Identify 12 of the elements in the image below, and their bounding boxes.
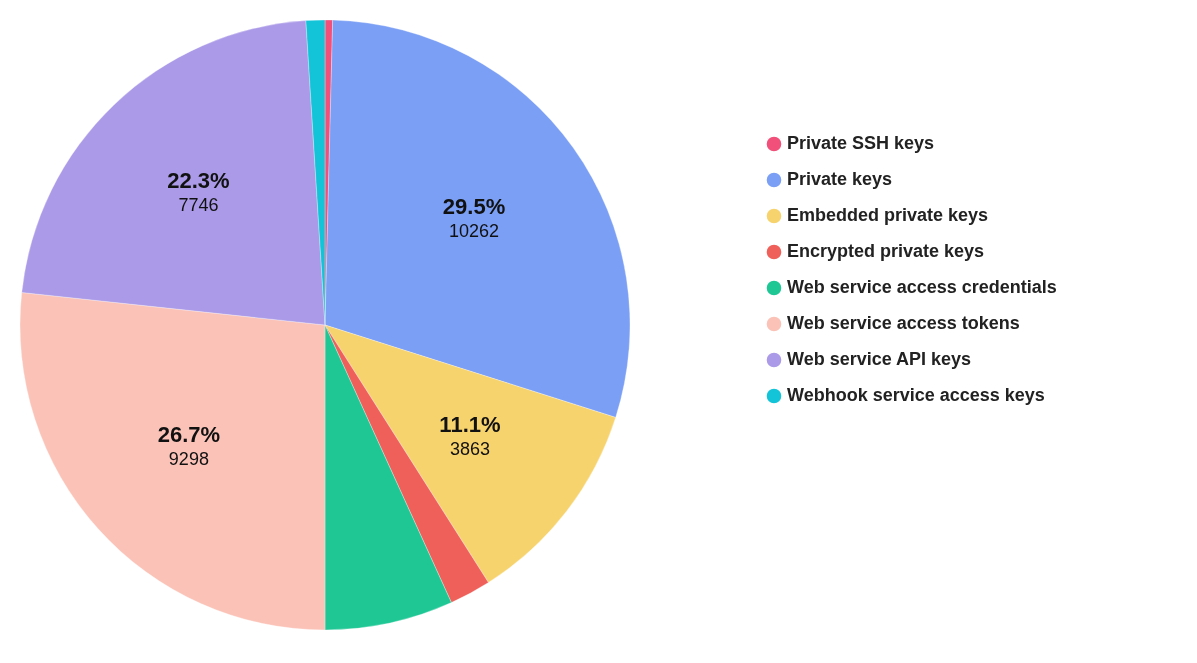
legend-label: Embedded private keys [787, 205, 989, 225]
legend-label: Web service access credentials [787, 277, 1057, 297]
text: 22.3% 7746 [167, 167, 230, 215]
text: 29.5% 10262 [442, 193, 506, 241]
legend-label: Encrypted private keys [787, 241, 985, 261]
legend-label: Private SSH keys [787, 133, 935, 153]
legend-label: Private keys [787, 169, 893, 189]
legend-label: Web service API keys [787, 349, 972, 369]
legend-label: Web service access tokens [787, 313, 1020, 333]
text: 11.1% 3863 [439, 411, 501, 459]
legend-label: Webhook service access keys [787, 385, 1045, 405]
text: 26.7% 9298 [157, 422, 221, 470]
